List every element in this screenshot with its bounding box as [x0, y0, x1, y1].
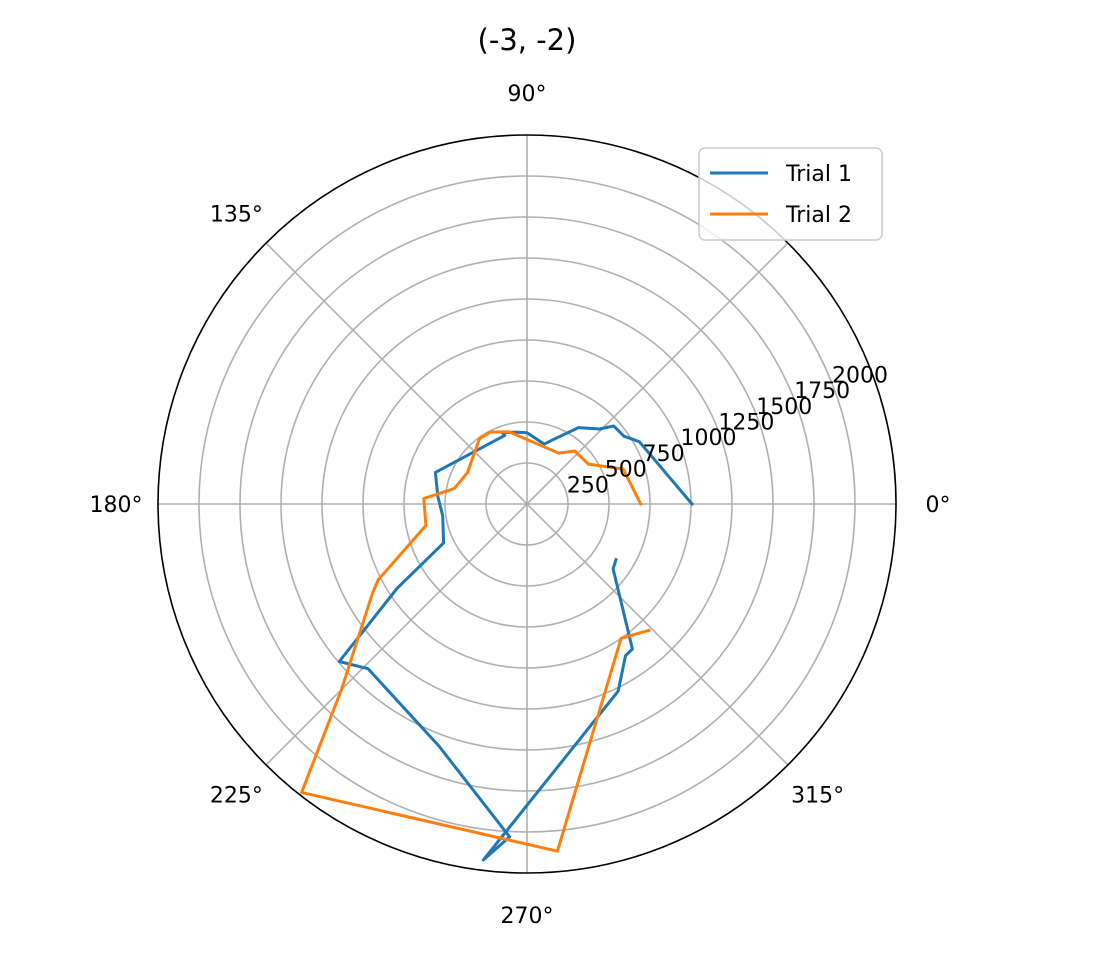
r-tick-label-2000: 2000: [832, 364, 888, 389]
series-lines: [300, 424, 695, 862]
angular-gridline-315: [526, 503, 789, 766]
legend-label-trial-1: Trial 1: [785, 162, 852, 187]
legend: Trial 1 Trial 2: [698, 147, 883, 241]
theta-tick-label-0: 0°: [926, 493, 951, 518]
r-tick-label-1750: 1750: [794, 379, 850, 404]
angular-gridline-135: [265, 242, 528, 505]
polar-frame: [157, 134, 897, 874]
legend-label-trial-2: Trial 2: [785, 203, 852, 228]
theta-tick-label-135: 135°: [210, 202, 263, 227]
theta-tick-label-315: 315°: [791, 784, 844, 809]
theta-tick-label-225: 225°: [210, 784, 263, 809]
r-tick-label-750: 750: [643, 442, 685, 467]
polar-grid: [157, 134, 897, 874]
theta-tick-label-90: 90°: [508, 82, 547, 107]
theta-tick-label-180: 180°: [90, 493, 143, 518]
series-line-trial-1: [337, 424, 695, 862]
r-tick-label-250: 250: [567, 473, 609, 498]
axis-labels: 0° 90° 135° 180° 225° 270° 315° 250500750100012…: [90, 82, 951, 929]
theta-tick-label-270: 270°: [501, 904, 554, 929]
r-tick-label-500: 500: [605, 458, 647, 483]
r-tick-label-1250: 1250: [718, 411, 774, 436]
r-tick-label-1500: 1500: [756, 395, 812, 420]
series-line-trial-2: [300, 430, 651, 853]
legend-frame: [698, 147, 883, 241]
chart-title: (-3, -2): [478, 23, 577, 57]
r-tick-label-1000: 1000: [681, 426, 737, 451]
angular-gridline-225: [265, 503, 528, 766]
angular-gridline-45: [526, 242, 789, 505]
